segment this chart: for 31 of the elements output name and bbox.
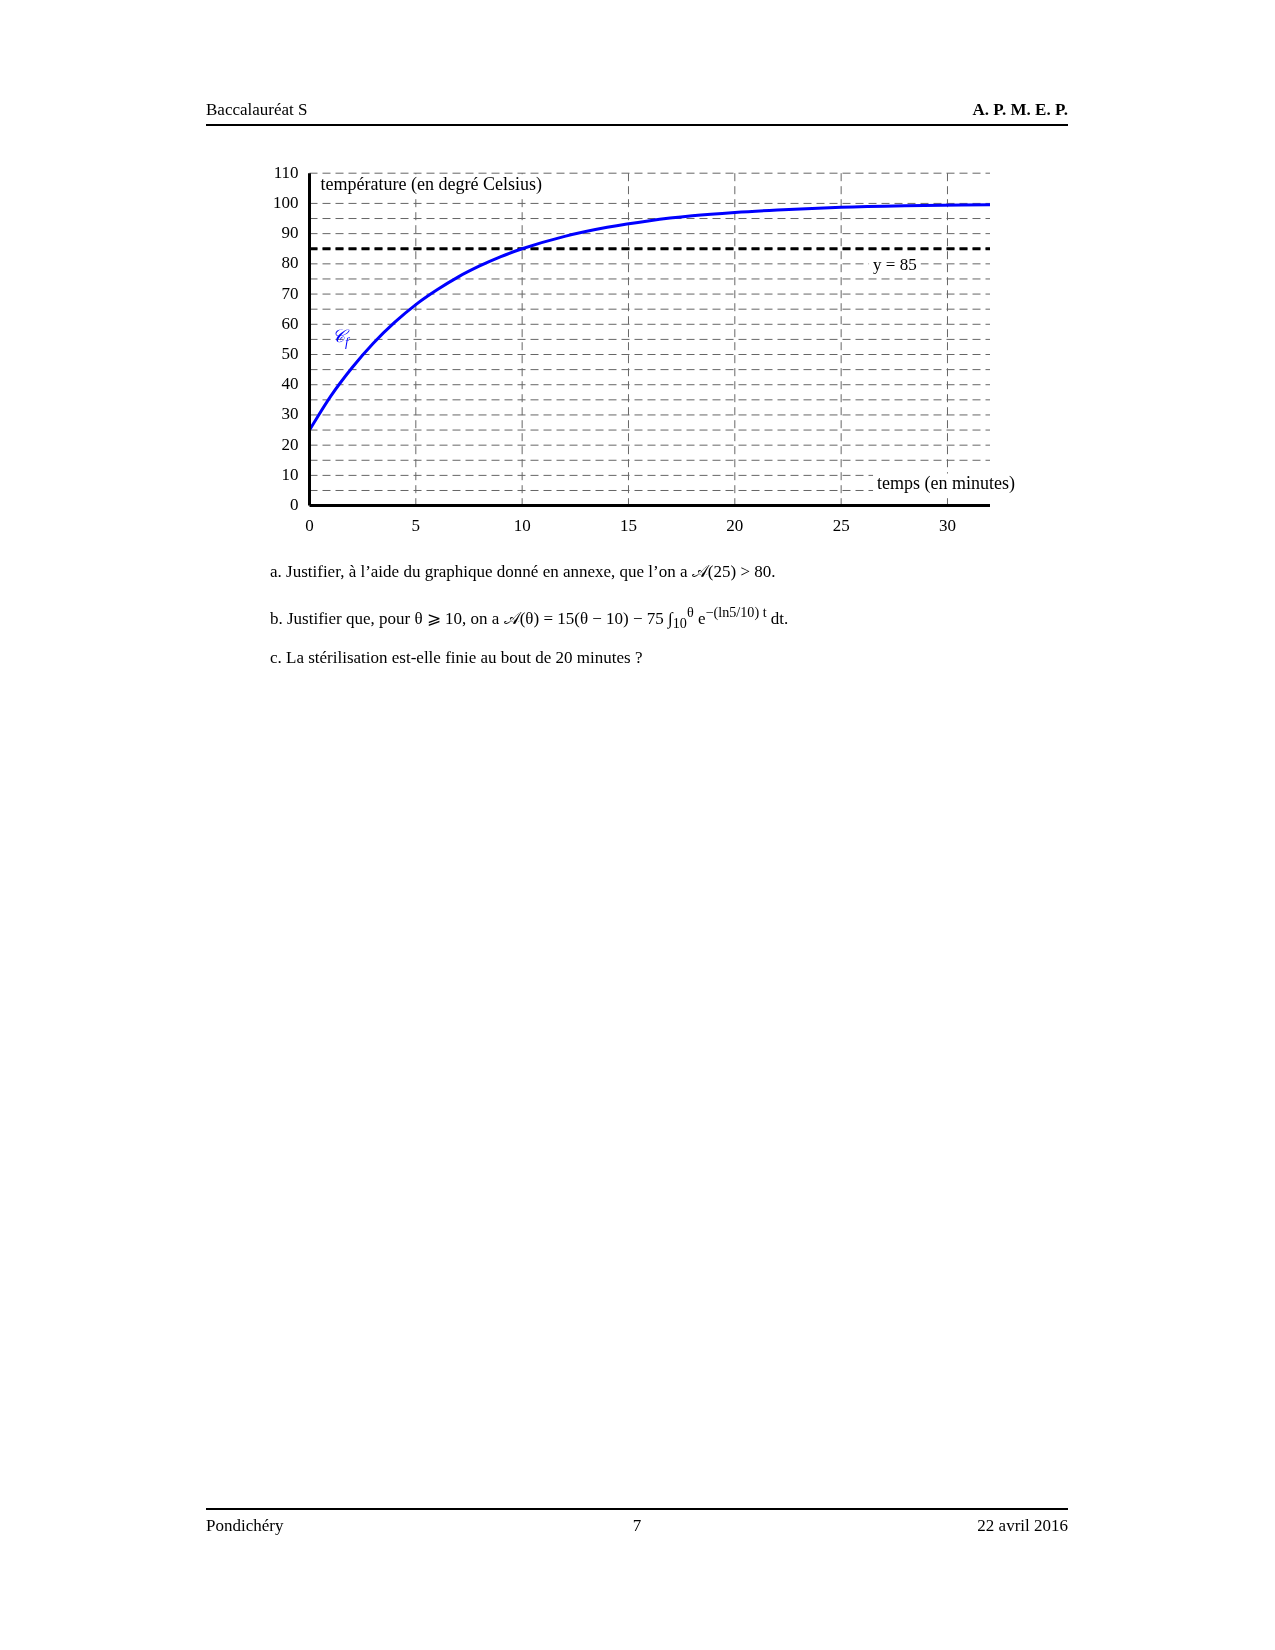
- x-tick-label: 25: [832, 516, 850, 536]
- y-tick-label: 20: [281, 434, 299, 454]
- x-tick-label: 10: [513, 516, 531, 536]
- y-tick-label: 60: [281, 313, 299, 333]
- ref-line-label: y = 85: [873, 255, 917, 275]
- x-tick-label: 5: [411, 516, 421, 536]
- line-series: [309, 203, 990, 432]
- text: 22 avril 2016: [977, 1516, 1068, 1536]
- text: a. Justifier, à l’aide du graphique donné en annexe, que l’on a 𝒜(25) > 80.: [270, 562, 776, 582]
- text: c. La stérilisation est-elle finie au bout de 20 minutes ?: [270, 648, 643, 668]
- y-tick-label: 90: [281, 223, 299, 243]
- y-tick-label: 50: [281, 343, 299, 363]
- y-tick-label: 100: [273, 192, 299, 212]
- y-tick-label: 40: [281, 374, 299, 394]
- x-tick-label: 0: [305, 516, 314, 536]
- text: Baccalauréat S: [206, 100, 308, 120]
- y-tick-label: 10: [281, 464, 299, 484]
- text: A. P. M. E. P.: [972, 100, 1068, 120]
- x-tick-label: 15: [619, 516, 637, 536]
- text: b. Justifier que, pour θ ⩾ 10, on a 𝒜(θ) = 15(θ − 10) − 75 ∫$_{10}$$^{θ}$ e$^{−(ln5/10) t}$ dt.: [270, 604, 789, 633]
- y-tick-label: 30: [281, 404, 299, 424]
- y-tick-label: 0: [290, 495, 299, 515]
- y-axis-title: température (en degré Celsius): [320, 173, 542, 195]
- text: 7: [632, 1516, 642, 1536]
- y-tick-label: 70: [281, 283, 299, 303]
- y-tick-label: 110: [273, 162, 299, 182]
- x-tick-label: 20: [726, 516, 744, 536]
- text: Pondichéry: [206, 1516, 284, 1536]
- y-tick-label: 80: [281, 253, 299, 273]
- x-axis-title: temps (en minutes): [877, 473, 1016, 495]
- x-tick-label: 30: [938, 516, 956, 536]
